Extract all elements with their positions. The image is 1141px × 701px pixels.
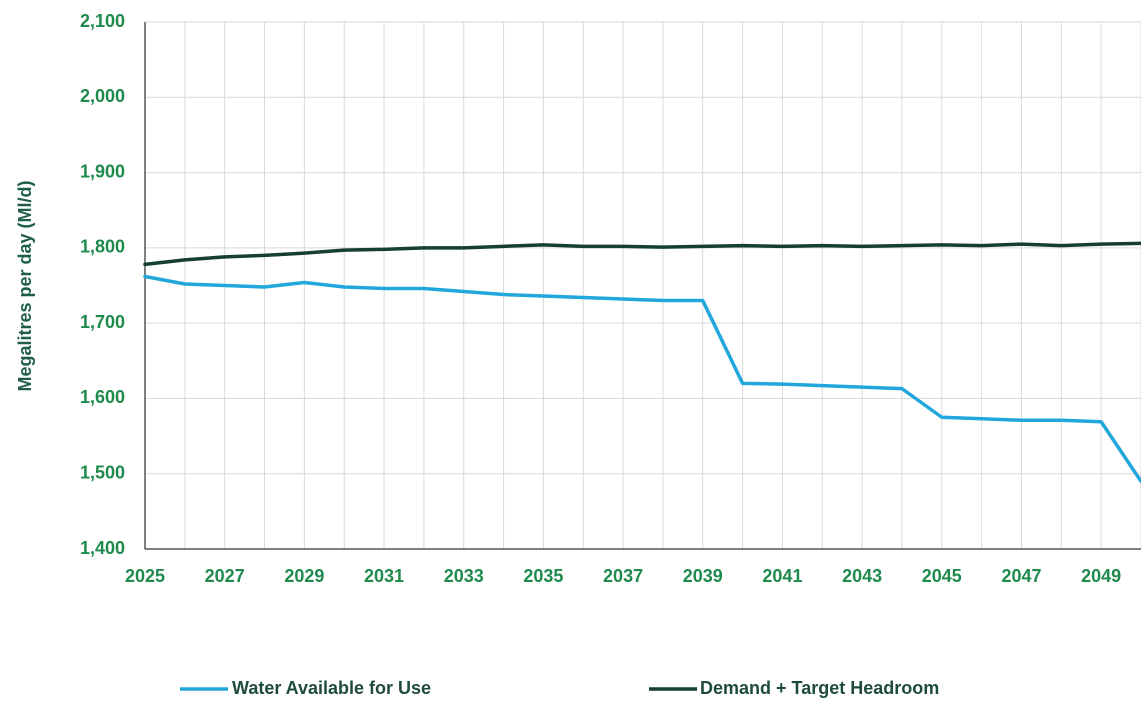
- y-axis-title: Megalitres per day (Ml/d): [15, 180, 35, 391]
- legend: Water Available for Use Demand + Target H…: [180, 678, 939, 698]
- y-tick-label: 1,400: [80, 538, 125, 558]
- y-tick-label: 1,800: [80, 237, 125, 257]
- x-tick-label: 2025: [125, 566, 165, 586]
- x-tick-label: 2039: [683, 566, 723, 586]
- y-tick-label: 1,900: [80, 161, 125, 181]
- tick-labels: 1,400 1,500 1,600 1,700 1,800 1,900 2,000 2,100…: [80, 11, 1121, 586]
- series-lines: [143, 241, 1141, 483]
- axes: [144, 22, 1141, 550]
- y-tick-label: 2,100: [80, 11, 125, 31]
- x-tick-label: 2031: [364, 566, 404, 586]
- x-tick-label: 2029: [284, 566, 324, 586]
- x-tick-label: 2049: [1081, 566, 1121, 586]
- legend-label-1: Water Available for Use: [232, 678, 431, 698]
- legend-label-2: Demand + Target Headroom: [700, 678, 939, 698]
- x-tick-label: 2047: [1001, 566, 1041, 586]
- x-tick-label: 2033: [444, 566, 484, 586]
- series-line-1: [143, 274, 1141, 483]
- x-tick-label: 2043: [842, 566, 882, 586]
- x-tick-label: 2041: [762, 566, 802, 586]
- y-tick-label: 2,000: [80, 86, 125, 106]
- y-tick-label: 1,500: [80, 462, 125, 482]
- x-tick-label: 2035: [523, 566, 563, 586]
- gridlines: [145, 21, 1141, 549]
- x-tick-label: 2037: [603, 566, 643, 586]
- x-tick-label: 2027: [205, 566, 245, 586]
- x-tick-label: 2045: [922, 566, 962, 586]
- y-tick-label: 1,600: [80, 387, 125, 407]
- y-tick-label: 1,700: [80, 312, 125, 332]
- series-line-2: [143, 241, 1141, 267]
